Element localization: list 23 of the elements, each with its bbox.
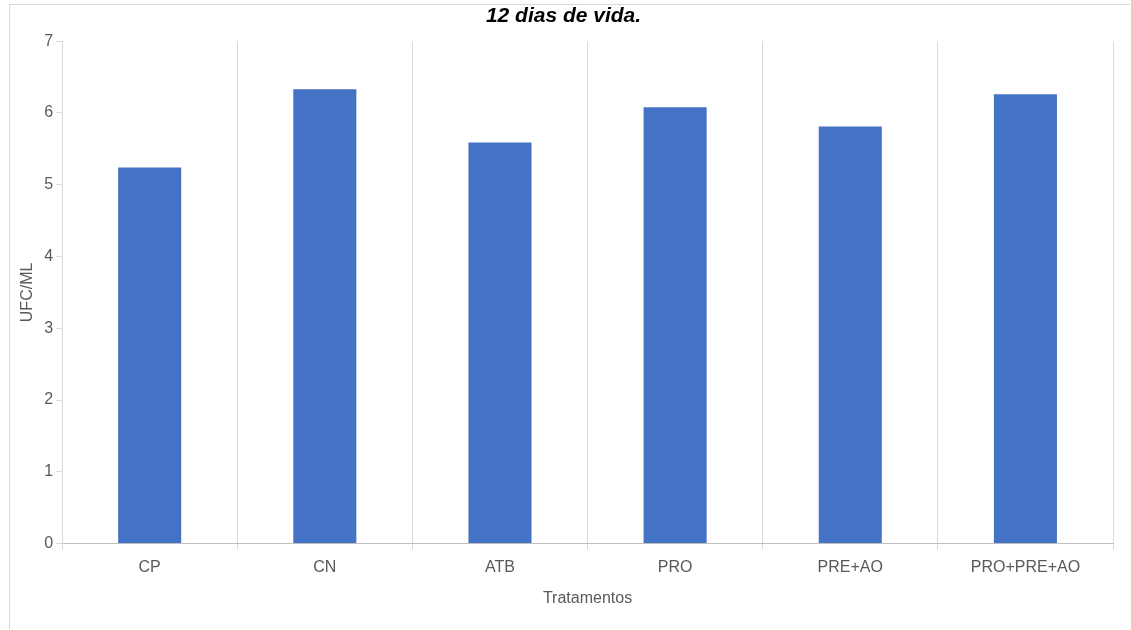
bar	[643, 107, 707, 544]
x-tick-label: ATB	[485, 557, 515, 575]
chart-title: 12 dias de vida.	[485, 3, 642, 27]
y-tick-label: 5	[44, 175, 54, 193]
x-tick-label: PRO+PRE+AO	[970, 557, 1081, 575]
y-tick-label: 2	[44, 390, 54, 408]
bar	[818, 126, 882, 544]
x-axis-title: Tratamentos	[542, 588, 633, 606]
bar	[118, 167, 182, 544]
y-tick-label: 6	[44, 103, 54, 121]
bar	[993, 94, 1057, 544]
y-tick-label: 1	[44, 462, 54, 480]
x-tick-label: PRE+AO	[817, 557, 883, 575]
y-axis-title: UFC/ML	[18, 262, 36, 323]
bar	[468, 142, 532, 544]
y-tick-label: 7	[44, 31, 54, 49]
bar	[293, 89, 357, 544]
y-tick-label: 0	[44, 534, 54, 552]
y-tick-label: 3	[44, 318, 54, 336]
y-tick-label: 4	[44, 246, 54, 264]
x-tick-label: CN	[313, 557, 337, 575]
x-tick-label: PRO	[657, 557, 693, 575]
x-tick-label: CP	[138, 557, 161, 575]
